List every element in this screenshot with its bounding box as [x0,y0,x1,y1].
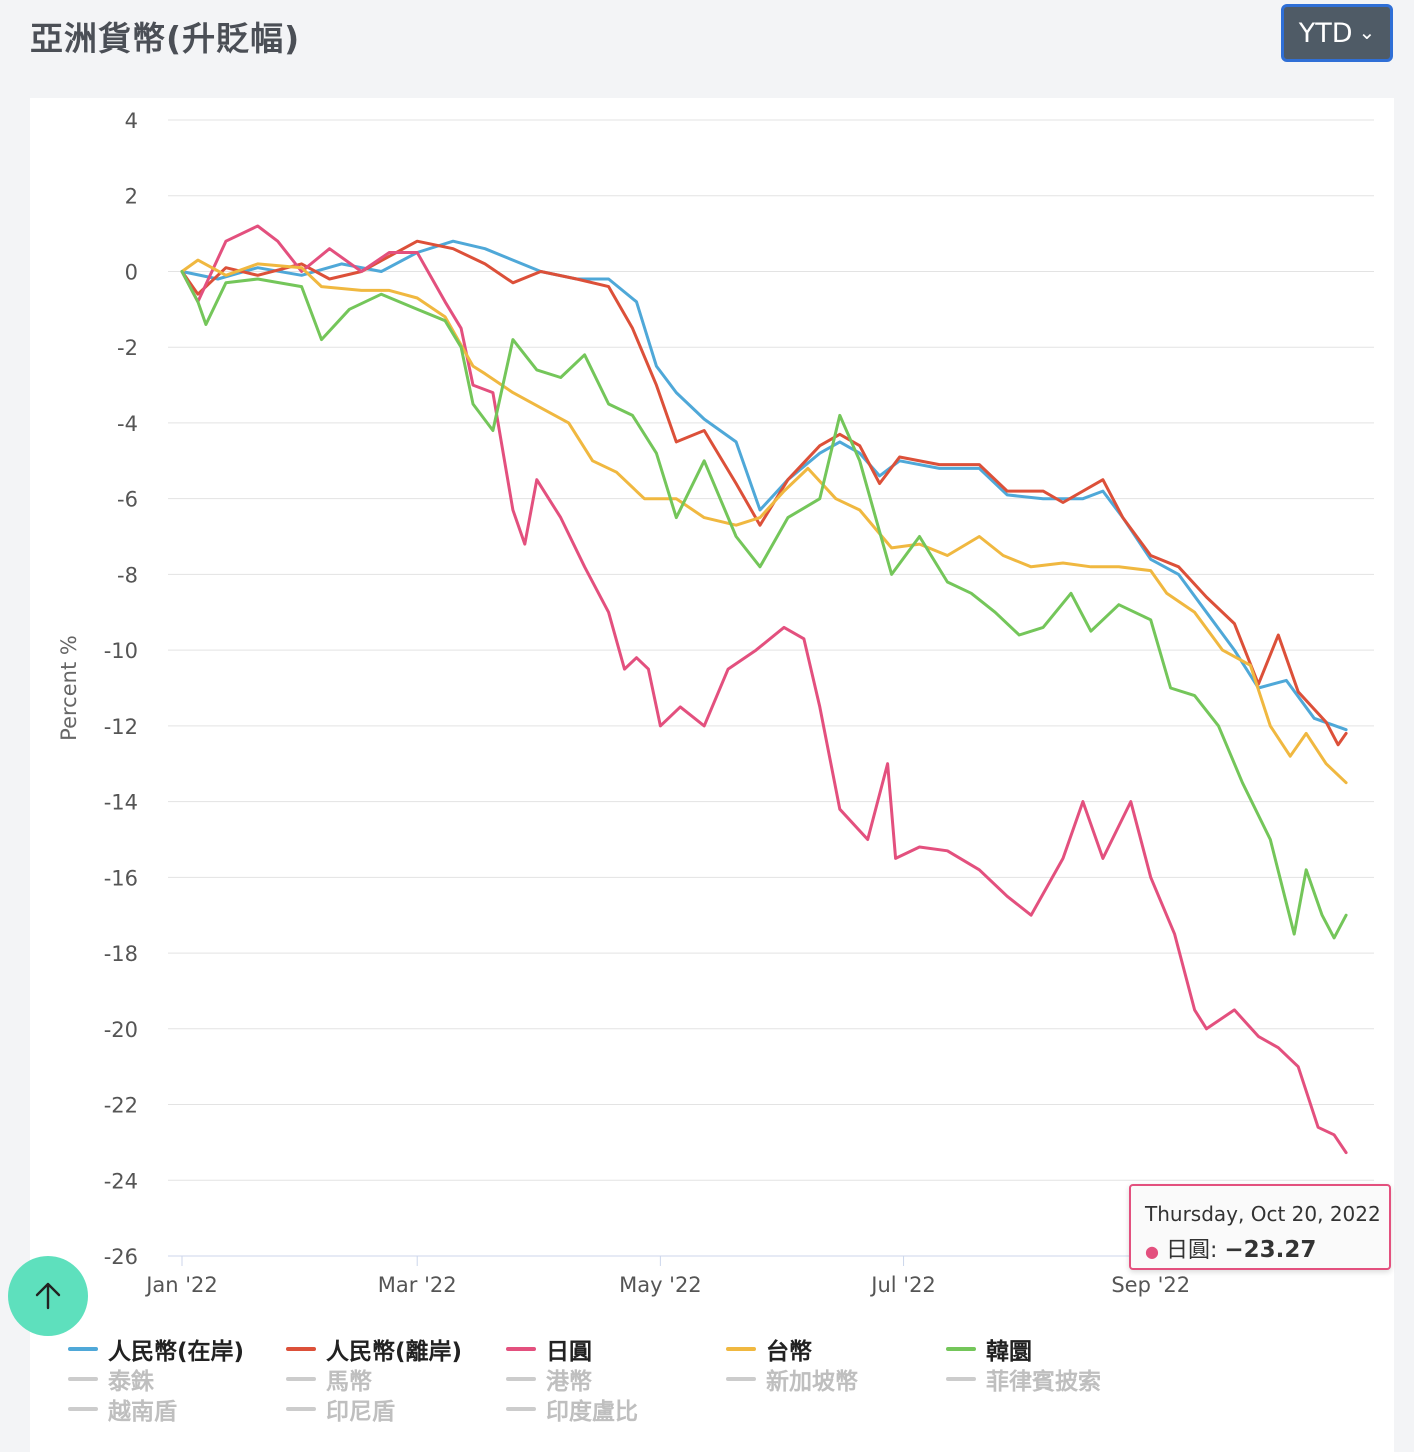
chart-tooltip: Thursday, Oct 20, 2022 ● 日圓: −23.27 [1129,1184,1391,1270]
legend-swatch-icon [68,1407,98,1411]
y-tick-label: -2 [117,336,138,360]
legend-swatch-icon [726,1347,756,1351]
y-tick-label: 0 [125,260,138,284]
legend-swatch-icon [506,1407,536,1411]
y-tick-label: -6 [117,488,138,512]
legend-label: 台幣 [766,1339,812,1365]
legend-item[interactable]: 日圓 [506,1334,592,1365]
legend-swatch-icon [726,1377,756,1381]
y-tick-label: 4 [125,109,138,133]
x-tick-label: Jan '22 [144,1273,218,1297]
legend-swatch-icon [506,1347,536,1351]
range-selector-label: YTD [1298,17,1353,49]
legend-label: 印尼盾 [326,1399,395,1425]
x-tick-label: May '22 [619,1273,702,1297]
y-tick-label: -14 [104,791,138,815]
x-tick-label: Sep '22 [1111,1273,1190,1297]
line-chart: 4 2 0 -2 -4 -6 -8 -10 -12 -14 -16 -18 -20 -22 -24 -26Ja… [57,109,1374,1297]
chart-card: 4 2 0 -2 -4 -6 -8 -10 -12 -14 -16 -18 -20 -22 -24 -26 Ja… [30,98,1394,1452]
legend-label: 泰銖 [108,1369,154,1395]
tooltip-date: Thursday, Oct 20, 2022 [1145,1202,1381,1226]
legend-label: 日圓 [546,1339,592,1365]
legend-item[interactable]: 韓圜 [946,1334,1032,1365]
legend-label: 馬幣 [326,1369,372,1395]
legend-item[interactable]: 港幣 [506,1364,592,1395]
legend-item[interactable]: 菲律賓披索 [946,1364,1101,1395]
legend-swatch-icon [286,1407,316,1411]
scroll-to-top-button[interactable] [8,1256,88,1336]
y-axis-label: Percent % [57,635,81,741]
legend-item[interactable]: 越南盾 [68,1394,177,1425]
legend-label: 港幣 [546,1369,592,1395]
range-selector-button[interactable]: YTD ⌄ [1281,4,1393,62]
legend-label: 韓圜 [986,1339,1032,1365]
y-tick-label: -4 [117,412,138,436]
legend-item[interactable]: 印尼盾 [286,1394,395,1425]
legend-swatch-icon [946,1377,976,1381]
legend-item[interactable]: 泰銖 [68,1364,154,1395]
legend-label: 人民幣(在岸) [108,1339,245,1365]
legend-item[interactable]: 台幣 [726,1334,812,1365]
arrow-up-icon [35,1282,61,1310]
y-tick-label: -22 [104,1094,138,1118]
page-title: 亞洲貨幣(升貶幅) [30,19,301,58]
y-tick-label: -12 [104,715,138,739]
legend-item[interactable]: 馬幣 [286,1364,372,1395]
legend-label: 新加坡幣 [766,1369,858,1395]
y-tick-label: -24 [104,1169,138,1193]
y-tick-label: -26 [104,1245,138,1269]
series-line [180,239,1348,747]
x-tick-label: Jul '22 [869,1273,936,1297]
legend-item[interactable]: 人民幣(離岸) [286,1334,463,1365]
legend-swatch-icon [68,1347,98,1351]
legend-swatch-icon [286,1377,316,1381]
series-line [180,239,1348,732]
y-tick-label: -18 [104,942,138,966]
legend-swatch-icon [946,1347,976,1351]
y-tick-label: -20 [104,1018,138,1042]
legend-swatch-icon [286,1347,316,1351]
legend-label: 越南盾 [108,1399,177,1425]
legend-swatch-icon [68,1377,98,1381]
tooltip-series-name: 日圓 [1165,1238,1210,1263]
legend-label: 菲律賓披索 [986,1369,1101,1395]
y-tick-label: -16 [104,866,138,890]
tooltip-series-dot-icon: ● [1145,1242,1159,1261]
tooltip-row: ● 日圓: −23.27 [1145,1237,1317,1263]
legend-item[interactable]: 印度盧比 [506,1394,638,1425]
y-tick-label: 2 [125,185,138,209]
tooltip-value: −23.27 [1224,1237,1317,1263]
legend-item[interactable]: 人民幣(在岸) [68,1334,245,1365]
series-line [180,258,1348,785]
legend-label: 人民幣(離岸) [326,1339,463,1365]
y-tick-label: -8 [117,563,138,587]
series-line [180,224,1348,1155]
x-tick-label: Mar '22 [378,1273,457,1297]
y-tick-label: -10 [104,639,138,663]
legend-swatch-icon [506,1377,536,1381]
legend-item[interactable]: 新加坡幣 [726,1364,858,1395]
legend-label: 印度盧比 [546,1399,638,1425]
series-line [180,270,1348,940]
chevron-down-icon: ⌄ [1358,19,1376,44]
